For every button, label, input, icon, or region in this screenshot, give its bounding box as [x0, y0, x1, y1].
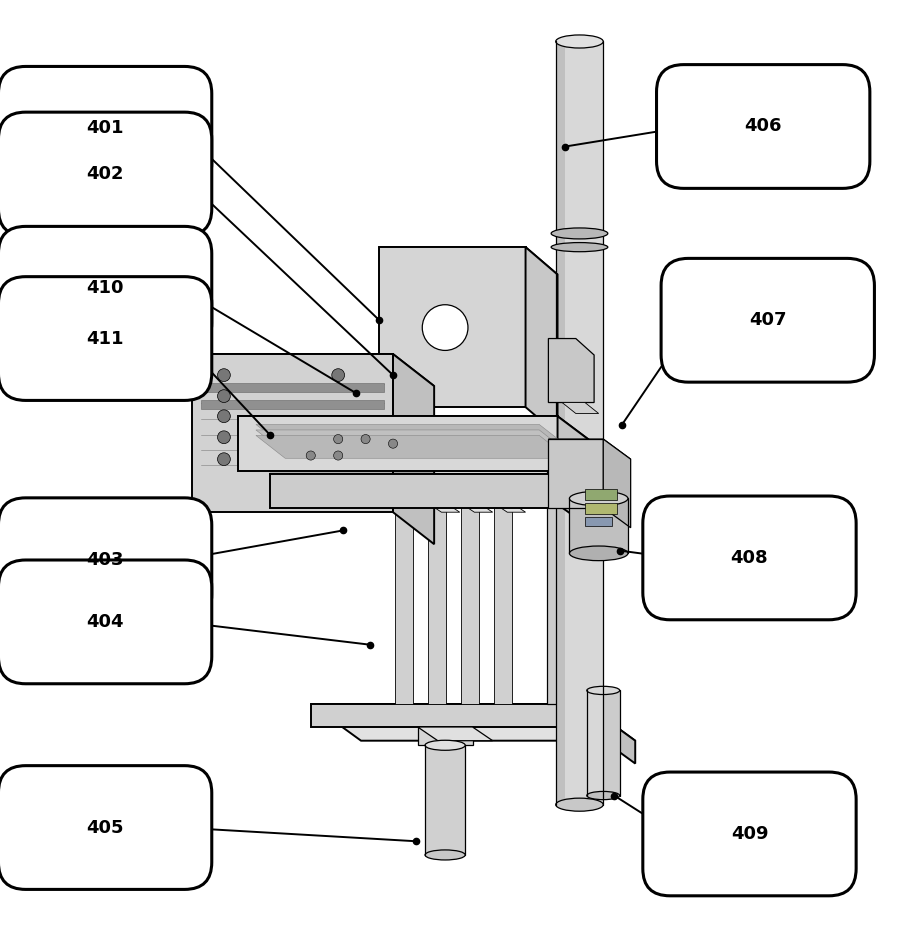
Polygon shape: [548, 439, 603, 508]
Ellipse shape: [556, 35, 603, 48]
Polygon shape: [418, 727, 493, 741]
Polygon shape: [238, 416, 594, 444]
Text: 401: 401: [86, 119, 124, 137]
Bar: [556, 41, 565, 804]
Circle shape: [388, 439, 398, 448]
Circle shape: [334, 435, 343, 444]
Ellipse shape: [556, 798, 603, 811]
Polygon shape: [379, 274, 396, 407]
Polygon shape: [311, 704, 635, 741]
Polygon shape: [558, 416, 594, 498]
Polygon shape: [547, 407, 574, 704]
Ellipse shape: [569, 546, 628, 561]
Polygon shape: [395, 503, 427, 512]
Polygon shape: [428, 503, 446, 704]
Bar: [556, 41, 603, 804]
FancyBboxPatch shape: [0, 766, 212, 889]
Text: 402: 402: [86, 165, 124, 183]
Ellipse shape: [425, 740, 465, 750]
Polygon shape: [585, 489, 617, 500]
Ellipse shape: [425, 850, 465, 860]
Circle shape: [218, 390, 230, 402]
Text: 404: 404: [86, 613, 124, 631]
Polygon shape: [585, 704, 635, 763]
Polygon shape: [494, 503, 512, 704]
Polygon shape: [256, 436, 569, 458]
Polygon shape: [587, 690, 620, 796]
Circle shape: [334, 451, 343, 460]
Polygon shape: [585, 503, 617, 514]
Polygon shape: [256, 425, 569, 447]
Circle shape: [332, 369, 345, 382]
FancyBboxPatch shape: [0, 66, 212, 190]
Ellipse shape: [569, 491, 628, 506]
Text: 409: 409: [730, 825, 769, 842]
FancyBboxPatch shape: [661, 258, 875, 383]
Polygon shape: [270, 474, 594, 496]
Text: 406: 406: [744, 118, 782, 135]
Polygon shape: [461, 503, 493, 512]
Polygon shape: [270, 474, 562, 508]
Circle shape: [422, 305, 468, 351]
Polygon shape: [201, 399, 384, 409]
Ellipse shape: [587, 791, 620, 800]
FancyBboxPatch shape: [0, 277, 212, 400]
Polygon shape: [418, 727, 473, 745]
FancyBboxPatch shape: [0, 560, 212, 684]
Polygon shape: [256, 430, 569, 453]
FancyBboxPatch shape: [0, 498, 212, 621]
FancyBboxPatch shape: [656, 64, 870, 188]
Polygon shape: [562, 474, 594, 531]
Text: 408: 408: [730, 549, 769, 567]
Text: 411: 411: [86, 329, 124, 347]
Ellipse shape: [551, 243, 608, 252]
Circle shape: [218, 369, 230, 382]
Polygon shape: [526, 247, 558, 435]
FancyBboxPatch shape: [0, 227, 212, 350]
Polygon shape: [569, 498, 628, 553]
Text: 403: 403: [86, 550, 124, 569]
Polygon shape: [548, 339, 594, 402]
FancyBboxPatch shape: [643, 496, 856, 620]
Polygon shape: [461, 503, 479, 704]
Circle shape: [306, 451, 315, 460]
FancyBboxPatch shape: [0, 112, 212, 236]
Polygon shape: [379, 247, 526, 407]
Polygon shape: [494, 503, 526, 512]
Polygon shape: [311, 704, 585, 727]
Polygon shape: [562, 402, 599, 413]
Polygon shape: [192, 355, 393, 512]
Circle shape: [218, 410, 230, 423]
Circle shape: [361, 435, 370, 444]
Circle shape: [218, 431, 230, 444]
Polygon shape: [238, 416, 558, 471]
Polygon shape: [585, 517, 612, 526]
Text: 405: 405: [86, 818, 124, 837]
Polygon shape: [192, 355, 434, 386]
Polygon shape: [603, 439, 631, 528]
FancyBboxPatch shape: [643, 772, 856, 896]
Polygon shape: [395, 503, 413, 704]
Polygon shape: [548, 439, 631, 459]
Polygon shape: [201, 383, 384, 393]
Text: 407: 407: [749, 312, 787, 329]
Text: 410: 410: [86, 279, 124, 298]
Ellipse shape: [551, 228, 608, 239]
Polygon shape: [379, 247, 558, 274]
Polygon shape: [425, 745, 465, 855]
Polygon shape: [402, 274, 419, 407]
Polygon shape: [428, 503, 460, 512]
Ellipse shape: [587, 687, 620, 694]
Circle shape: [218, 453, 230, 466]
Polygon shape: [393, 355, 434, 544]
